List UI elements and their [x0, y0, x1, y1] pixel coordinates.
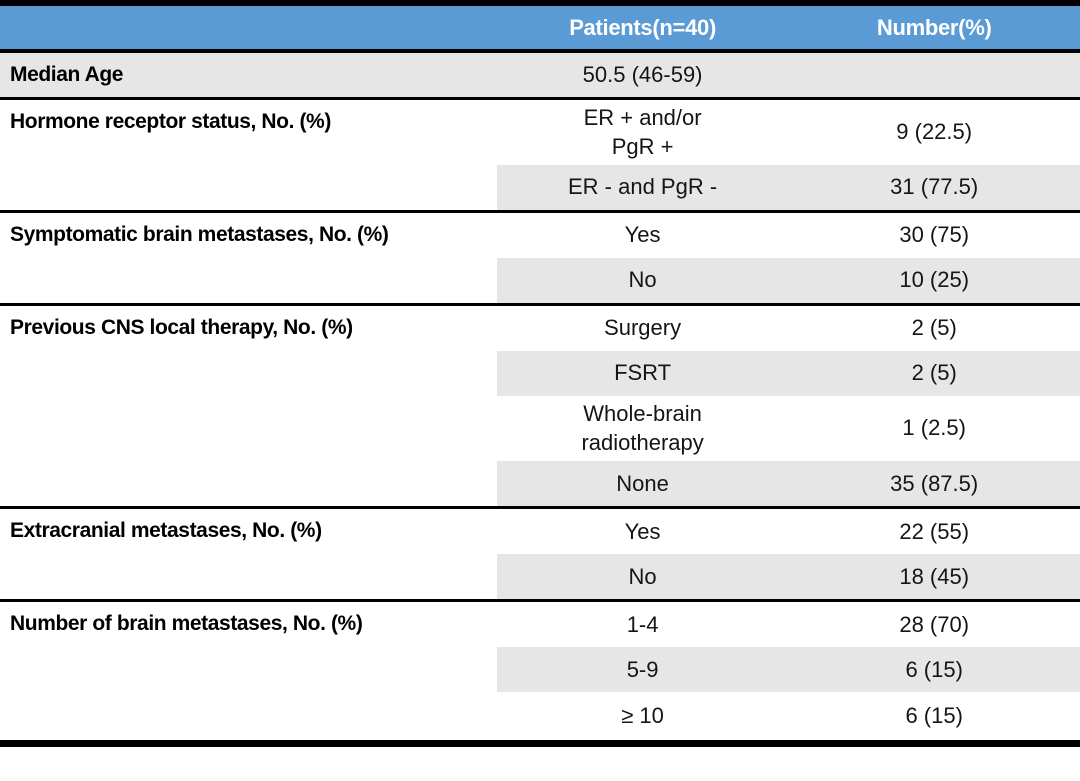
value-cell: 50.5 (46-59) — [496, 53, 789, 97]
row-label — [0, 647, 497, 692]
group-hormone-receptor-status: Hormone receptor status, No. (%) ER + an… — [0, 97, 1080, 211]
row-label — [0, 351, 497, 396]
number-cell: 35 (87.5) — [788, 461, 1080, 507]
table-row: Symptomatic brain metastases, No. (%) Ye… — [0, 213, 1080, 259]
number-cell: 6 (15) — [905, 703, 963, 729]
row-label: Symptomatic brain metastases, No. (%) — [10, 223, 389, 247]
table-row: None 35 (87.5) — [0, 461, 1080, 507]
number-cell: 10 (25) — [788, 258, 1080, 304]
group-previous-cns-local-therapy: Previous CNS local therapy, No. (%) Surg… — [0, 303, 1080, 507]
table-row: No 18 (45) — [0, 554, 1080, 600]
number-cell: 1 (2.5) — [902, 415, 966, 441]
table-row: No 10 (25) — [0, 258, 1080, 304]
value-cell: Whole-brain radiotherapy — [581, 401, 704, 455]
table-row: Previous CNS local therapy, No. (%) Surg… — [0, 306, 1080, 352]
group-symptomatic-brain-metastases: Symptomatic brain metastases, No. (%) Ye… — [0, 210, 1080, 304]
group-extracranial-metastases: Extracranial metastases, No. (%) Yes 22 … — [0, 506, 1080, 600]
table-row: ER - and PgR - 31 (77.5) — [0, 165, 1080, 211]
number-cell: 6 (15) — [788, 647, 1080, 693]
value-cell: 5-9 — [496, 647, 789, 693]
patient-characteristics-table: Patients(n=40) Number(%) Median Age 50.5… — [0, 0, 1080, 748]
number-cell: 9 (22.5) — [896, 119, 973, 145]
table-row: FSRT 2 (5) — [0, 351, 1080, 397]
value-cell: Yes — [624, 518, 661, 544]
table-row: Hormone receptor status, No. (%) ER + an… — [0, 100, 1080, 166]
row-label — [0, 258, 497, 303]
number-cell — [788, 53, 1080, 97]
row-label: Number of brain metastases, No. (%) — [10, 612, 363, 636]
header-patients: Patients(n=40) — [569, 14, 716, 40]
row-label — [0, 165, 497, 210]
value-cell: ER + and/or PgR + — [583, 105, 702, 159]
number-cell: 2 (5) — [788, 351, 1080, 397]
table-row: Number of brain metastases, No. (%) 1-4 … — [0, 602, 1080, 648]
table-row: 5-9 6 (15) — [0, 647, 1080, 693]
number-cell: 22 (55) — [899, 518, 970, 544]
number-cell: 28 (70) — [899, 611, 970, 637]
table-row: Whole-brain radiotherapy 1 (2.5) — [0, 396, 1080, 462]
value-cell: None — [496, 461, 789, 507]
group-median-age: Median Age 50.5 (46-59) — [0, 53, 1080, 97]
table-row: Extracranial metastases, No. (%) Yes 22 … — [0, 509, 1080, 555]
value-cell: No — [496, 554, 789, 600]
table-row: Median Age 50.5 (46-59) — [0, 53, 1080, 97]
number-cell: 31 (77.5) — [788, 165, 1080, 211]
value-cell: 1-4 — [626, 611, 659, 637]
table-header-row: Patients(n=40) Number(%) — [0, 6, 1080, 53]
table-row: ≥ 10 6 (15) — [0, 692, 1080, 741]
number-cell: 30 (75) — [899, 222, 970, 248]
value-cell: FSRT — [496, 351, 789, 397]
value-cell: Yes — [624, 222, 661, 248]
row-label — [0, 461, 497, 506]
row-label — [0, 692, 497, 740]
value-cell: ≥ 10 — [621, 703, 664, 729]
value-cell: Surgery — [604, 315, 682, 341]
row-label: Extracranial metastases, No. (%) — [10, 519, 322, 543]
group-number-of-brain-metastases: Number of brain metastases, No. (%) 1-4 … — [0, 599, 1080, 741]
value-cell: ER - and PgR - — [496, 165, 789, 211]
number-cell: 2 (5) — [911, 315, 957, 341]
row-label: Hormone receptor status, No. (%) — [10, 110, 331, 133]
header-number: Number(%) — [876, 14, 992, 40]
row-label: Median Age — [0, 53, 497, 97]
value-cell: No — [496, 258, 789, 304]
row-label — [0, 554, 497, 599]
row-label — [0, 396, 497, 461]
row-label: Previous CNS local therapy, No. (%) — [10, 316, 353, 340]
number-cell: 18 (45) — [788, 554, 1080, 600]
